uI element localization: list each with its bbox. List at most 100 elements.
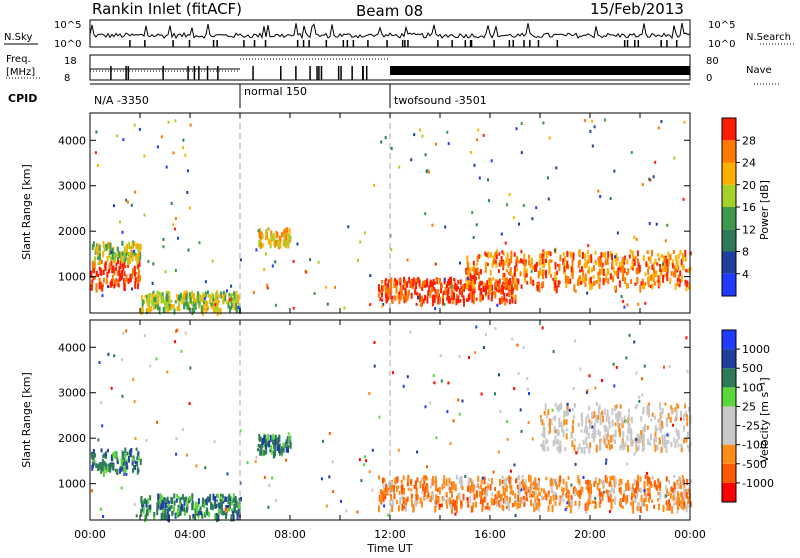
echo-cell (192, 296, 195, 302)
echo-cell (93, 455, 95, 459)
echo-cell (671, 506, 674, 514)
echo-cell (494, 291, 497, 299)
echo-cell (580, 447, 583, 452)
echo-cell (513, 284, 516, 290)
echo-cell (670, 271, 673, 277)
colorbar-tick-label: 24 (742, 157, 756, 170)
echo-cell (111, 248, 114, 252)
echo-cell (479, 294, 482, 303)
echo-cell (572, 419, 575, 426)
echo-cell (509, 491, 512, 495)
echo-cell (529, 482, 532, 491)
echo-cell (380, 495, 383, 499)
echo-cell (446, 284, 448, 289)
echo-cell (532, 279, 535, 286)
echo-cell (278, 235, 281, 241)
echo-cell (570, 431, 573, 439)
echo-cell (553, 440, 555, 446)
echo-cell (173, 493, 176, 499)
echo-cell (145, 439, 148, 442)
echo-cell (264, 443, 267, 450)
echo-cell (591, 412, 593, 419)
echo-cell (675, 496, 678, 503)
echo-cell (116, 458, 119, 463)
echo-cell (282, 442, 285, 448)
echo-cell (405, 505, 407, 512)
echo-cell (145, 500, 148, 507)
echo-cell (620, 265, 623, 273)
echo-cell (602, 490, 605, 494)
echo-cell (443, 497, 446, 502)
x-tick-label: 08:00 (274, 528, 306, 541)
echo-cell (455, 298, 458, 306)
echo-cell (433, 381, 436, 385)
echo-cell (100, 448, 103, 453)
echo-cell (538, 501, 541, 508)
echo-cell (524, 262, 527, 267)
echo-cell (658, 503, 660, 511)
echo-cell (424, 488, 427, 493)
echo-cell (647, 497, 650, 503)
echo-cell (643, 364, 646, 368)
echo-cell (305, 270, 308, 274)
echo-cell (197, 511, 200, 516)
echo-cell (387, 481, 390, 489)
echo-cell (608, 481, 611, 487)
echo-cell (554, 272, 557, 280)
echo-cell (539, 267, 542, 276)
echo-cell (615, 365, 618, 369)
echo-cell (686, 280, 689, 288)
echo-cell (501, 250, 504, 254)
echo-cell (542, 422, 545, 431)
echo-cell (605, 479, 608, 484)
echo-cell (122, 138, 125, 142)
echo-cell (668, 365, 671, 368)
echo-cell (119, 220, 121, 224)
echo-cell (480, 392, 483, 396)
echo-cell (101, 458, 104, 463)
echo-cell (537, 271, 540, 279)
echo-cell (604, 278, 607, 283)
echo-cell (658, 418, 661, 423)
echo-cell (646, 471, 649, 475)
echo-cell (578, 443, 581, 450)
echo-cell (562, 429, 565, 438)
echo-cell (622, 257, 625, 262)
echo-cell (140, 295, 143, 300)
echo-cell (457, 279, 460, 285)
echo-cell (410, 488, 413, 492)
echo-cell (543, 259, 546, 266)
echo-cell (680, 417, 682, 421)
velocity-heatmap (90, 320, 692, 523)
echo-cell (501, 475, 504, 480)
colorbar-segment (722, 251, 736, 274)
echo-cell (112, 451, 115, 458)
echo-cell (659, 422, 662, 431)
echo-cell (521, 474, 524, 479)
echo-cell (646, 505, 648, 512)
echo-cell (133, 241, 136, 246)
echo-cell (494, 494, 497, 500)
colorbar-segment (722, 273, 736, 296)
echo-cell (172, 304, 175, 308)
echo-cell (687, 489, 690, 493)
echo-cell (391, 505, 394, 513)
echo-cell (547, 505, 550, 512)
echo-cell (512, 276, 515, 284)
echo-cell (119, 468, 122, 474)
echo-cell (667, 251, 670, 258)
echo-cell (218, 307, 220, 312)
echo-cell (597, 275, 600, 283)
echo-cell (117, 259, 119, 265)
echo-cell (246, 461, 249, 465)
echo-cell (260, 449, 263, 456)
echo-cell (110, 386, 113, 390)
echo-cell (554, 280, 557, 288)
echo-cell (149, 364, 152, 368)
echo-cell (174, 217, 177, 221)
echo-cell (183, 506, 186, 512)
echo-cell (426, 278, 429, 287)
echo-cell (594, 430, 597, 435)
echo-cell (645, 504, 648, 508)
echo-cell (555, 277, 558, 282)
